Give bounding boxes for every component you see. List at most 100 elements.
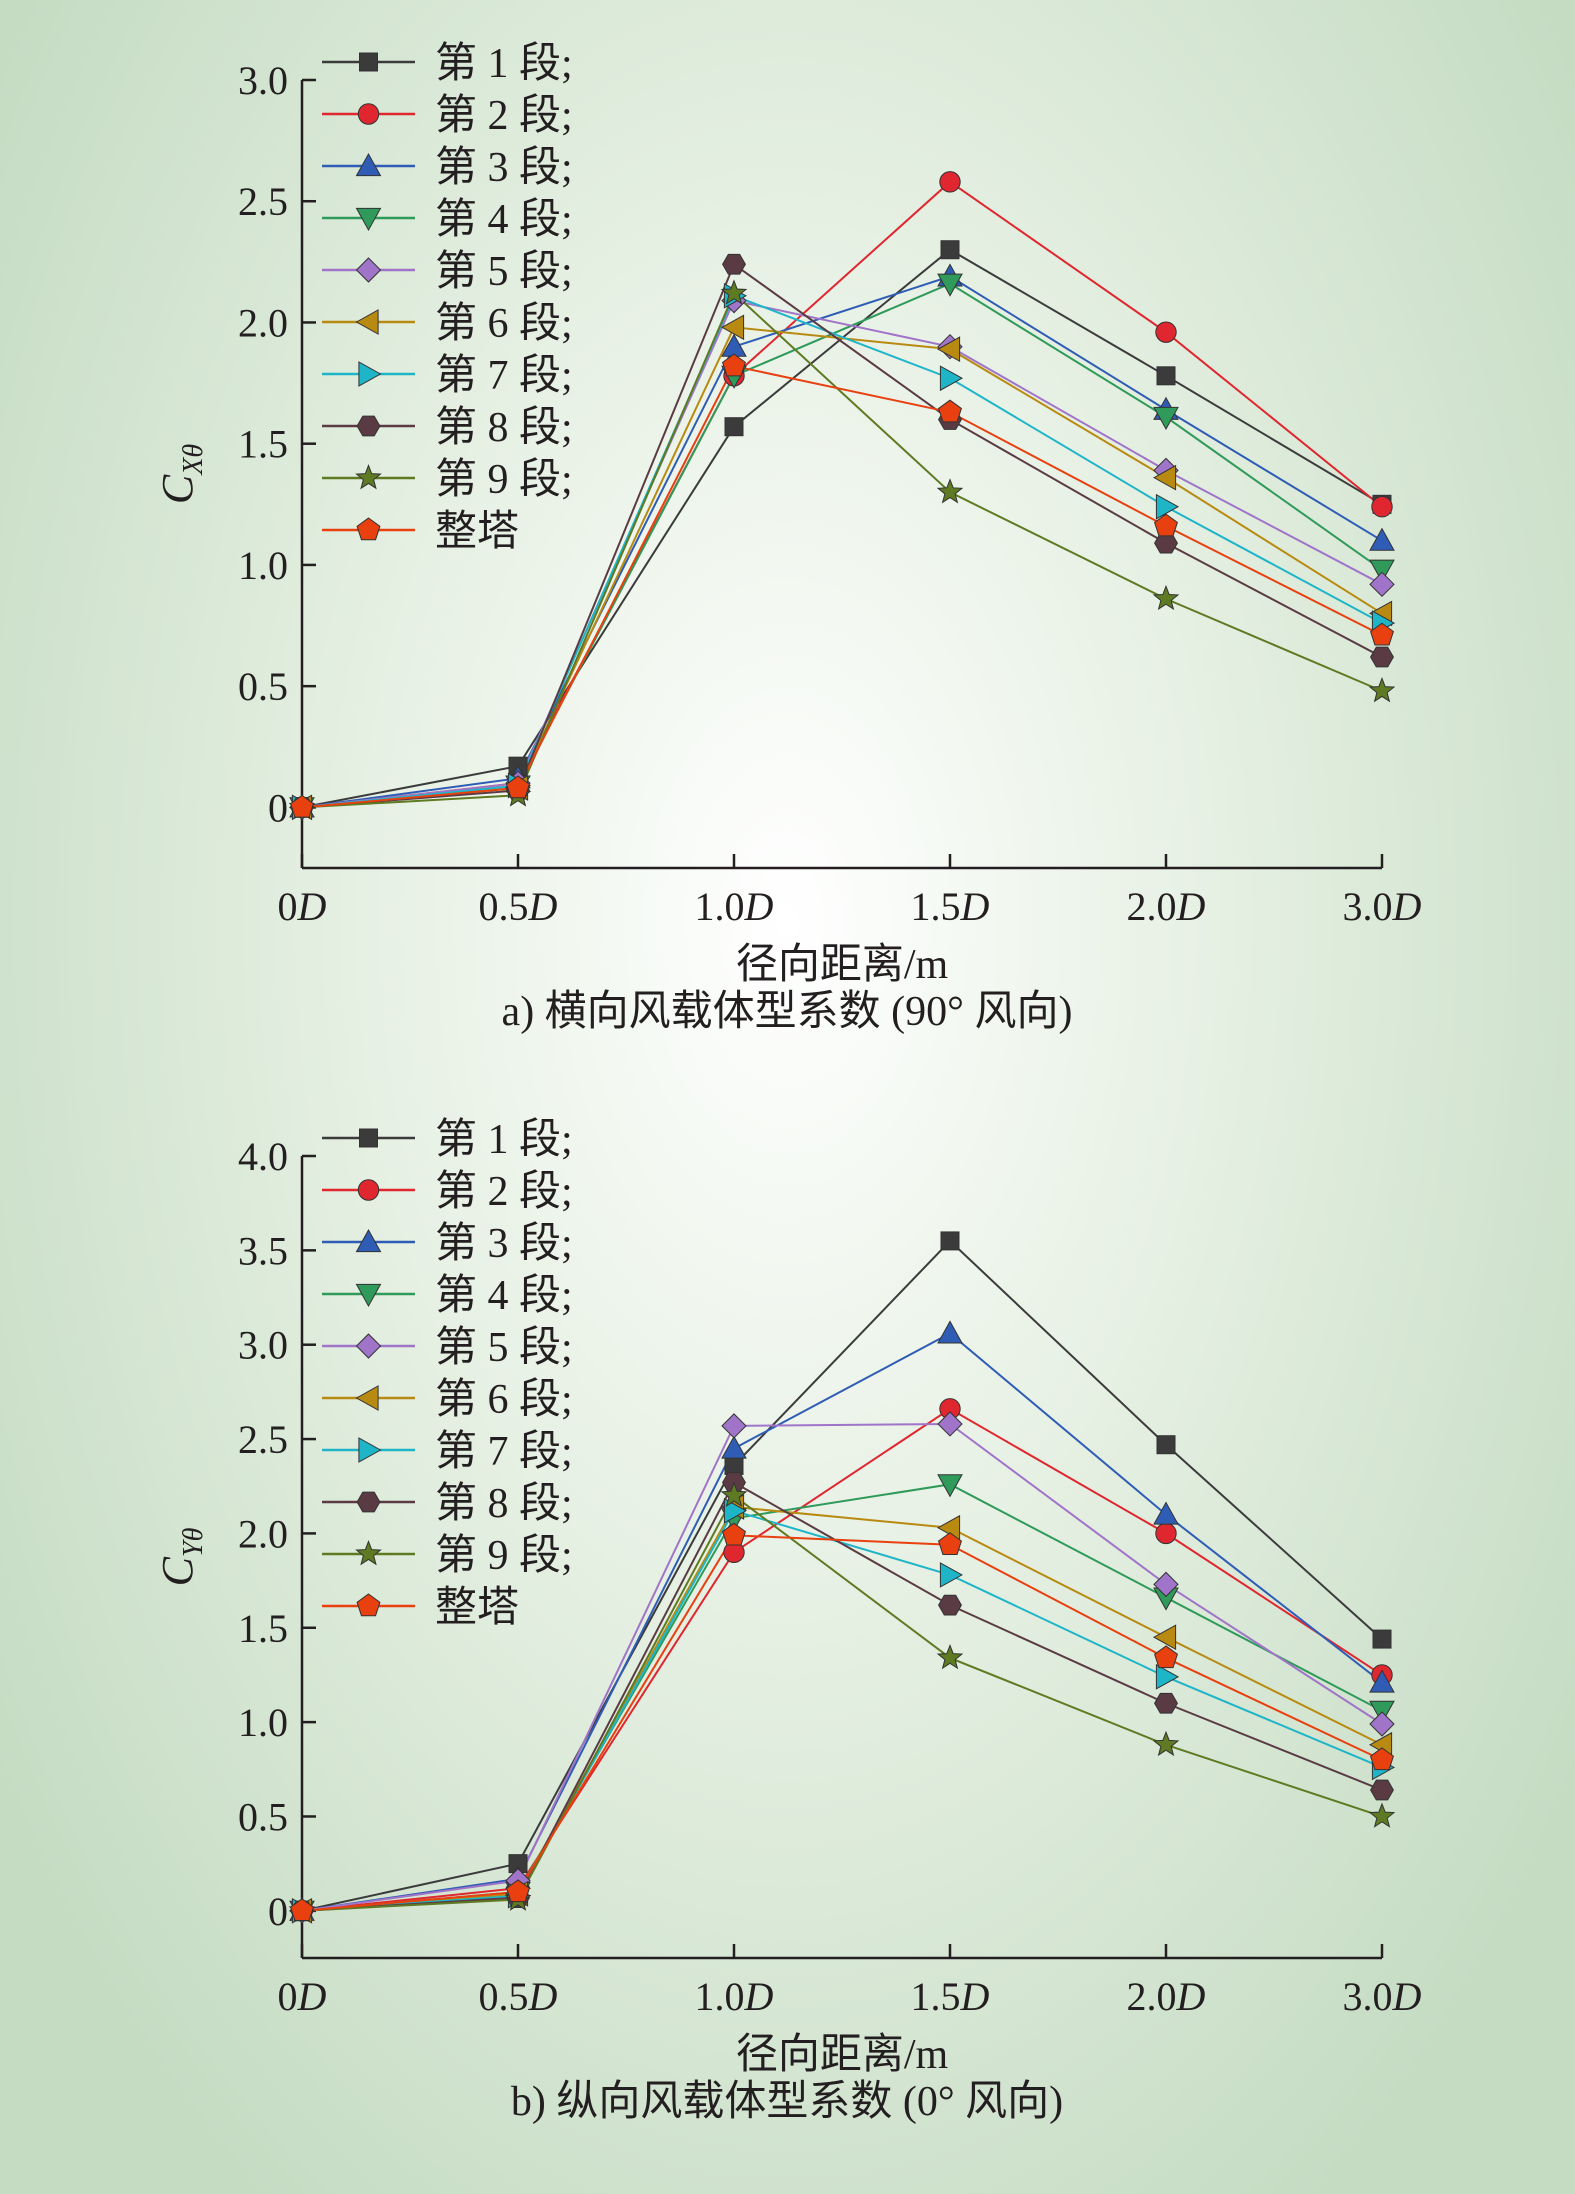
x-tick-number: 3.0 xyxy=(1343,1974,1393,2019)
data-point-series-5 xyxy=(1369,1711,1395,1737)
x-tick-label: 0D xyxy=(278,884,327,929)
series-line-8 xyxy=(301,262,1383,809)
data-point-series-6 xyxy=(1152,464,1177,491)
legend-label: 整塔 xyxy=(435,509,519,555)
legend-label: 第 9 段; xyxy=(435,457,573,503)
data-point-series-9 xyxy=(720,279,748,305)
x-tick-number: 0.5 xyxy=(479,1974,529,2019)
data-point-series-6 xyxy=(1152,1624,1177,1651)
data-point-series-10 xyxy=(289,794,315,818)
data-point-series-8 xyxy=(722,253,746,275)
data-point-series-10 xyxy=(1369,1747,1395,1771)
y-tick-label: 0 xyxy=(268,785,288,830)
data-point-series-1 xyxy=(1372,1629,1392,1649)
data-point-series-1 xyxy=(724,417,744,437)
legend-label: 第 8 段; xyxy=(435,1481,573,1527)
data-point-series-10 xyxy=(937,399,963,423)
data-point-series-9 xyxy=(1152,1730,1180,1757)
y-axis-label-sub: Xθ xyxy=(178,444,209,476)
data-point-series-7 xyxy=(723,1497,748,1524)
chart-subtitle: b) 纵向风载体型系数 (0° 风向) xyxy=(511,2079,1063,2125)
series-line-3 xyxy=(301,275,1383,809)
legend-marker xyxy=(358,361,382,387)
data-point-series-8 xyxy=(1154,1692,1178,1714)
series-line-2 xyxy=(301,1407,1383,1912)
x-tick-unit: D xyxy=(1392,884,1422,929)
x-axis-label: 径向距离/m xyxy=(736,2031,949,2078)
legend-marker xyxy=(356,1593,381,1617)
legend-marker xyxy=(355,257,382,283)
legend-marker xyxy=(356,415,381,437)
legend-marker xyxy=(359,52,378,72)
x-axis-label: 径向距离/m xyxy=(736,941,949,988)
data-point-series-1 xyxy=(724,1455,744,1475)
x-tick-number: 0.5 xyxy=(479,884,529,929)
legend-label: 第 6 段; xyxy=(435,1377,573,1423)
legend-marker xyxy=(356,517,381,541)
data-point-series-10 xyxy=(1153,513,1179,537)
data-point-series-7 xyxy=(1155,493,1180,520)
data-point-series-9 xyxy=(1368,677,1396,703)
x-tick-number: 0 xyxy=(278,884,298,929)
y-tick-label: 2.0 xyxy=(238,1511,288,1556)
x-tick-unit: D xyxy=(744,884,774,929)
x-tick-unit: D xyxy=(744,1974,774,2019)
x-tick-number: 2.0 xyxy=(1127,1974,1177,2019)
y-tick-label: 3.5 xyxy=(238,1228,288,1273)
series-line-1 xyxy=(301,1239,1383,1912)
y-axis-label-sub: Yθ xyxy=(178,1527,209,1557)
y-tick-label: 2.0 xyxy=(238,300,288,345)
x-tick-label: 3.0D xyxy=(1343,1974,1422,2019)
legend-label: 第 2 段; xyxy=(435,93,573,139)
legend-label: 第 2 段; xyxy=(435,1169,573,1215)
data-point-series-5 xyxy=(1369,571,1395,598)
legend-marker xyxy=(355,1283,382,1308)
y-tick-label: 1.0 xyxy=(238,1700,288,1745)
data-point-series-10 xyxy=(1369,622,1395,646)
legend-marker xyxy=(355,1228,382,1253)
data-point-series-4 xyxy=(937,273,963,297)
legend: 第 1 段; 第 2 段; 第 3 段; 第 4 段; 第 5 段; 第 6 段; 第 7 … xyxy=(322,41,573,555)
x-tick-number: 3.0 xyxy=(1343,884,1393,929)
data-point-series-8 xyxy=(938,1594,962,1616)
legend-label: 第 6 段; xyxy=(435,301,573,347)
data-point-series-9 xyxy=(936,1643,964,1670)
data-point-series-3 xyxy=(1369,1669,1395,1693)
legend-label: 整塔 xyxy=(435,1585,519,1631)
data-point-series-9 xyxy=(936,478,964,504)
legend: 第 1 段; 第 2 段; 第 3 段; 第 4 段; 第 5 段; 第 6 段; 第 7 … xyxy=(322,1117,573,1631)
y-tick-label: 1.5 xyxy=(238,1606,288,1651)
y-axis-label-main: C xyxy=(153,1556,202,1586)
x-tick-label: 3.0D xyxy=(1343,884,1422,929)
series-line-7 xyxy=(301,294,1383,809)
y-tick-label: 0 xyxy=(268,1889,288,1934)
data-point-series-7 xyxy=(939,365,964,392)
x-tick-label: 2.0D xyxy=(1127,1974,1206,2019)
legend-label: 第 3 段; xyxy=(435,145,573,191)
series-line-9 xyxy=(301,1494,1383,1912)
y-tick-label: 2.5 xyxy=(238,1417,288,1462)
data-point-series-9 xyxy=(720,1481,748,1507)
x-tick-label: 0D xyxy=(278,1974,327,2019)
chart-panel-b: 00.51.01.52.02.53.03.54.00D 0.5D 1.0D 1.5D 2… xyxy=(153,1117,1422,2125)
data-point-series-10 xyxy=(721,353,747,377)
x-tick-number: 1.0 xyxy=(695,1974,745,2019)
legend-marker xyxy=(357,1179,380,1201)
x-tick-number: 2.0 xyxy=(1127,884,1177,929)
legend-marker xyxy=(355,309,379,335)
data-point-series-8 xyxy=(1370,646,1394,668)
x-tick-unit: D xyxy=(528,1974,558,2019)
x-tick-label: 1.0D xyxy=(695,884,774,929)
y-tick-label: 3.0 xyxy=(238,1323,288,1368)
x-tick-label: 2.0D xyxy=(1127,884,1206,929)
series-line-3 xyxy=(301,1332,1383,1912)
x-tick-unit: D xyxy=(960,884,990,929)
legend-label: 第 4 段; xyxy=(435,197,573,243)
data-point-series-8 xyxy=(1370,1779,1394,1801)
data-point-series-2 xyxy=(1155,1522,1177,1545)
data-point-series-1 xyxy=(940,240,960,260)
y-tick-label: 1.5 xyxy=(238,422,288,467)
data-point-series-2 xyxy=(939,171,961,193)
chart-panel-a: 00.51.01.52.02.53.00D 0.5D 1.0D 1.5D 2.0D 3.0… xyxy=(153,41,1422,1035)
y-tick-label: 1.0 xyxy=(238,543,288,588)
